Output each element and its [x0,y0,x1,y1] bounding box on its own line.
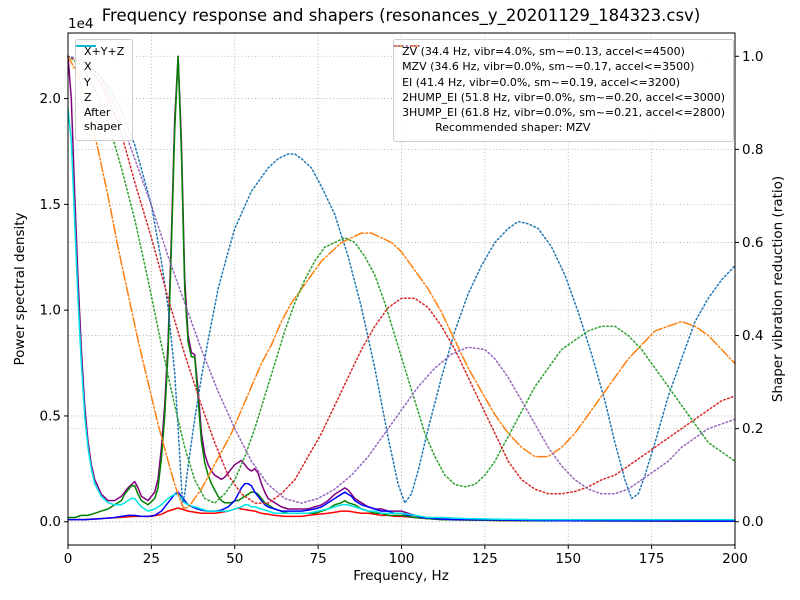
right-y-tick-label: 0.0 [742,514,763,530]
left-y-tick-label: 1.5 [40,197,61,213]
series-zv [67,55,736,504]
legend-label: Y [84,75,91,89]
legend-label: Z [84,90,92,104]
legend-item-after-shaper: After shaper [76,45,124,135]
legend-item-z: Z [76,45,124,105]
x-tick-label: 75 [310,551,327,567]
legend-item-mzv: MZV (34.6 Hz, vibr=0.0%, sm~=0.17, accel… [394,45,725,74]
right-y-tick-label: 0.8 [742,142,763,158]
series-3hump-ei [67,55,736,504]
series-y [67,55,736,522]
legend-shapers: ZV (34.4 Hz, vibr=4.0%, sm~=0.13, accel<… [393,39,734,142]
axis-offset-text: 1e4 [68,16,93,32]
legend-item-zv: ZV (34.4 Hz, vibr=4.0%, sm~=0.13, accel<… [394,45,725,59]
series-after-shaper [67,108,736,521]
series-2hump-ei [67,55,736,504]
legend-item-ei: EI (41.4 Hz, vibr=0.0%, sm~=0.19, accel<… [394,45,725,90]
right-y-tick-label: 0.6 [742,235,763,251]
x-tick-label: 100 [389,551,415,567]
legend-label: 2HUMP_EI (51.8 Hz, vibr=0.0%, sm~=0.20, … [402,90,725,104]
left-y-tick-label: 0.5 [40,408,61,424]
chart-title: Frequency response and shapers (resonanc… [102,6,701,26]
legend-item-x: X [76,45,124,74]
legend-label: 3HUMP_EI (61.8 Hz, vibr=0.0%, sm~=0.21, … [402,106,725,120]
legend-label: MZV (34.6 Hz, vibr=0.0%, sm~=0.17, accel… [402,60,695,74]
legend-item-y: Y [76,45,124,90]
legend-label: X [84,60,92,74]
legend-line-sample [394,45,422,47]
x-tick-label: 0 [64,551,73,567]
right-y-tick-label: 0.2 [742,421,763,437]
legend-label: After shaper [84,106,122,134]
x-axis-label: Frequency, Hz [353,568,449,584]
right-y-tick-label: 0.4 [742,328,763,344]
legend-label: EI (41.4 Hz, vibr=0.0%, sm~=0.19, accel<… [402,75,681,89]
x-tick-label: 150 [555,551,581,567]
right-y-axis-label: Shaper vibration reduction (ratio) [770,176,786,402]
legend-label: X+Y+Z [84,45,125,58]
left-y-tick-label: 2.0 [40,91,61,107]
x-tick-label: 125 [472,551,498,567]
x-tick-label: 25 [143,551,160,567]
x-tick-label: 200 [722,551,748,567]
legend-line-sample [76,45,96,47]
series-ei [67,55,736,504]
x-tick-label: 175 [639,551,665,567]
left-y-axis-label: Power spectral density [12,212,28,365]
series-mzv [67,55,736,509]
legend-psd: X+Y+Z X Y Z After shaper [75,39,134,141]
right-y-tick-label: 1.0 [742,49,763,65]
series-xyz [67,55,736,522]
left-y-tick-label: 1.0 [40,303,61,319]
x-tick-label: 50 [226,551,243,567]
legend-item-recommended-shaper: Recommended shaper: MZV [402,121,725,135]
legend-label: ZV (34.4 Hz, vibr=4.0%, sm~=0.13, accel<… [402,45,685,58]
legend-item-3hump-ei: 3HUMP_EI (61.8 Hz, vibr=0.0%, sm~=0.21, … [394,45,725,120]
legend-item-2hump-ei: 2HUMP_EI (51.8 Hz, vibr=0.0%, sm~=0.20, … [394,45,725,105]
recommended-shaper-label: Recommended shaper: MZV [435,121,591,135]
left-y-tick-label: 0.0 [40,514,61,530]
